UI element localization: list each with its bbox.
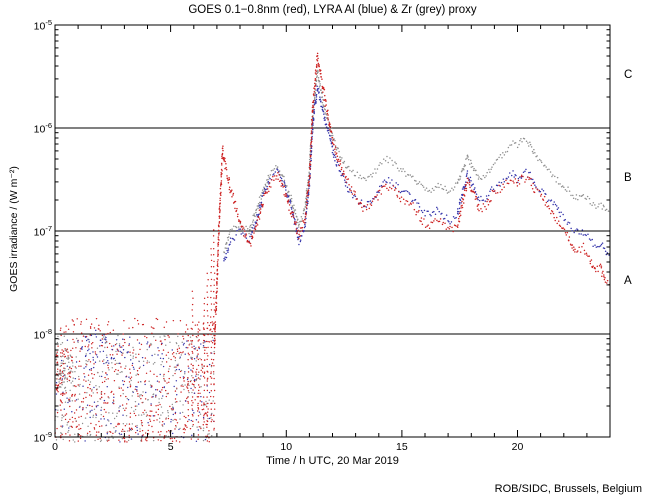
x-tick-label: 15	[396, 441, 408, 453]
credit-text: ROB/SIDC, Brussels, Belgium	[494, 483, 642, 495]
x-tick-label: 5	[167, 441, 174, 453]
y-tick-label: 10-8	[33, 327, 52, 342]
y-tick-label: 10-6	[33, 121, 52, 136]
flare-class-label-b: B	[624, 171, 632, 184]
y-tick-label: 10-7	[33, 224, 52, 239]
x-axis-label: Time / h UTC, 20 Mar 2019	[266, 455, 399, 467]
flare-class-label-a: A	[624, 274, 632, 287]
y-tick-label: 10-9	[33, 430, 52, 445]
y-tick-label: 10-5	[33, 18, 52, 33]
chart-title: GOES 0.1−0.8nm (red), LYRA Al (blue) & Z…	[188, 4, 477, 16]
flare-class-label-c: C	[624, 68, 633, 81]
x-tick-label: 0	[52, 441, 58, 453]
x-tick-label: 10	[280, 441, 293, 453]
x-tick-label: 20	[511, 441, 524, 453]
